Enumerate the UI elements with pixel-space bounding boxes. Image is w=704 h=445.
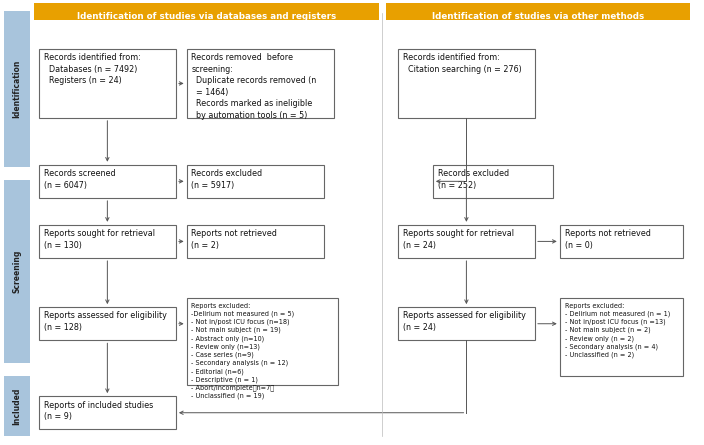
Text: Reports sought for retrieval
(n = 24): Reports sought for retrieval (n = 24) xyxy=(403,229,514,250)
Bar xyxy=(433,165,553,198)
Text: Identification of studies via databases and registers: Identification of studies via databases … xyxy=(77,12,336,20)
Bar xyxy=(187,225,324,258)
Text: Records identified from:
  Databases (n = 7492)
  Registers (n = 24): Records identified from: Databases (n = … xyxy=(44,53,141,85)
Text: Reports not retrieved
(n = 2): Reports not retrieved (n = 2) xyxy=(191,229,277,250)
Bar xyxy=(398,307,535,340)
Text: Records removed  before
screening:
  Duplicate records removed (n
  = 1464)
  Re: Records removed before screening: Duplic… xyxy=(191,53,317,120)
Text: Records identified from:
  Citation searching (n = 276): Records identified from: Citation search… xyxy=(403,53,522,74)
Text: Reports not retrieved
(n = 0): Reports not retrieved (n = 0) xyxy=(565,229,650,250)
Bar xyxy=(398,49,535,118)
Text: Records screened
(n = 6047): Records screened (n = 6047) xyxy=(44,169,115,190)
Text: Reports of included studies
(n = 9): Reports of included studies (n = 9) xyxy=(44,400,153,421)
Text: Records excluded
(n = 5917): Records excluded (n = 5917) xyxy=(191,169,263,190)
Bar xyxy=(39,225,176,258)
Bar xyxy=(4,376,30,436)
Text: Records excluded
(n = 252): Records excluded (n = 252) xyxy=(438,169,509,190)
Bar xyxy=(560,225,683,258)
Bar xyxy=(39,165,176,198)
Bar xyxy=(39,307,176,340)
Bar xyxy=(187,298,338,385)
Bar xyxy=(187,49,334,118)
Bar xyxy=(386,3,690,20)
Text: Included: Included xyxy=(13,388,21,425)
Bar xyxy=(4,11,30,167)
Text: Reports excluded:
-Delirium not measured (n = 5)
- Not in/post ICU focus (n=18)
: Reports excluded: -Delirium not measured… xyxy=(191,303,294,400)
Text: Identification: Identification xyxy=(13,60,21,118)
Bar xyxy=(560,298,683,376)
Bar xyxy=(398,225,535,258)
Text: Reports assessed for eligibility
(n = 24): Reports assessed for eligibility (n = 24… xyxy=(403,312,526,332)
Text: Reports assessed for eligibility
(n = 128): Reports assessed for eligibility (n = 12… xyxy=(44,312,167,332)
Bar xyxy=(39,49,176,118)
Text: Screening: Screening xyxy=(13,250,21,293)
Bar xyxy=(39,396,176,429)
Text: Identification of studies via other methods: Identification of studies via other meth… xyxy=(432,12,644,20)
Bar xyxy=(4,180,30,363)
Text: Reports excluded:
- Delirium not measured (n = 1)
- Not in/post ICU focus (n =13: Reports excluded: - Delirium not measure… xyxy=(565,303,670,358)
Text: Reports sought for retrieval
(n = 130): Reports sought for retrieval (n = 130) xyxy=(44,229,155,250)
Bar xyxy=(187,165,324,198)
Bar xyxy=(34,3,379,20)
